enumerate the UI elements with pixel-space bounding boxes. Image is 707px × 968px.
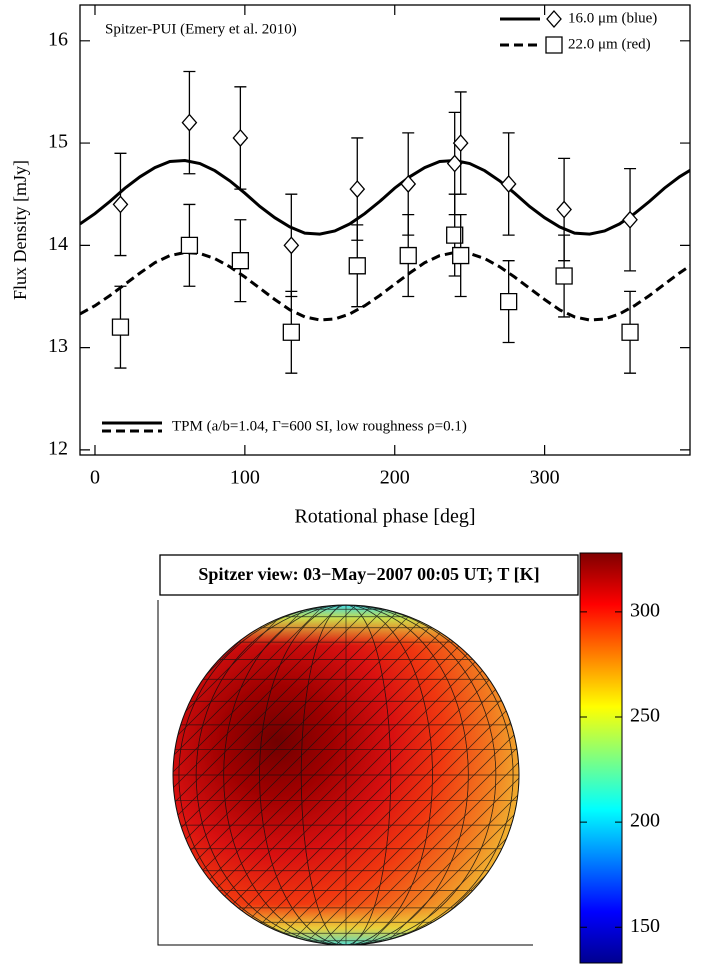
colorbar-tick-label: 150 xyxy=(630,915,660,937)
mesh-line xyxy=(289,605,519,945)
y-tick-label: 13 xyxy=(48,335,68,357)
mesh-line xyxy=(195,605,497,945)
y-axis-label: Flux Density [mJy] xyxy=(10,160,30,300)
data-point xyxy=(446,226,464,244)
data-point xyxy=(180,236,199,254)
data-point xyxy=(452,246,470,265)
model-legend-label: TPM (a/b=1.04, Γ=600 SI, low roughness ρ… xyxy=(172,418,467,434)
colorbar xyxy=(579,552,623,964)
mesh-line xyxy=(353,605,519,945)
mesh-line xyxy=(223,605,469,945)
data-point xyxy=(349,180,366,199)
mesh-line xyxy=(193,605,519,945)
mesh-line xyxy=(337,605,519,945)
data-point xyxy=(282,323,300,341)
legend-marker xyxy=(546,10,562,28)
data-point xyxy=(621,323,639,341)
mesh-line xyxy=(369,605,519,945)
y-tick-label: 16 xyxy=(48,28,68,50)
legend-label: 22.0 μm (red) xyxy=(568,36,651,52)
mesh-line xyxy=(173,605,467,945)
data-point xyxy=(500,174,517,193)
data-point xyxy=(446,154,463,173)
mesh-line xyxy=(178,605,514,945)
mesh-line xyxy=(173,605,419,945)
mesh-line xyxy=(0,575,162,968)
data-point xyxy=(452,134,469,153)
title-box xyxy=(159,554,579,596)
x-tick-label: 200 xyxy=(380,467,410,489)
data-point xyxy=(348,257,366,275)
colorbar-tick-label: 300 xyxy=(630,599,660,621)
plot-area xyxy=(80,70,690,374)
mesh-line xyxy=(173,605,483,945)
mesh-line xyxy=(173,605,403,945)
mesh-line xyxy=(257,605,519,945)
data-point xyxy=(112,195,129,214)
data-point xyxy=(232,128,249,147)
x-tick-label: 100 xyxy=(230,467,260,489)
plot-frame xyxy=(79,4,691,456)
data-point xyxy=(181,113,198,132)
legend-marker xyxy=(545,36,563,54)
data-point xyxy=(400,174,417,193)
data-point xyxy=(556,200,572,219)
mesh-line xyxy=(173,605,435,945)
x-tick-label: 0 xyxy=(90,467,100,489)
mesh-line xyxy=(209,605,519,945)
mesh-line xyxy=(173,605,323,945)
annotation: Spitzer-PUI (Emery et al. 2010) xyxy=(105,21,297,37)
data-point xyxy=(111,318,130,336)
mesh-line xyxy=(305,605,519,945)
model-curve xyxy=(80,158,690,236)
data-point xyxy=(555,267,573,285)
sphere-outline xyxy=(172,604,520,946)
axes-frame xyxy=(157,600,533,946)
mesh-line xyxy=(321,605,519,945)
chart-title: Spitzer view: 03−May−2007 00:05 UT; T [K… xyxy=(198,564,539,584)
mesh-line xyxy=(173,605,355,945)
mesh-line xyxy=(173,605,195,945)
mesh-line xyxy=(173,605,499,945)
y-tick-label: 14 xyxy=(48,233,68,255)
data-point xyxy=(231,252,250,270)
x-tick-label: 300 xyxy=(530,467,560,489)
mesh-line xyxy=(300,605,392,945)
data-point xyxy=(283,236,300,255)
mesh-line xyxy=(173,605,387,945)
data-point xyxy=(622,210,638,229)
model-curve xyxy=(80,250,690,322)
legend-label: 16.0 μm (blue) xyxy=(568,10,657,26)
x-axis-label: Rotational phase [deg] xyxy=(294,506,475,528)
mesh-line xyxy=(173,605,179,945)
mesh-line xyxy=(173,605,451,945)
data-point xyxy=(499,292,518,311)
mesh-line xyxy=(241,605,519,945)
mesh-line xyxy=(225,605,519,945)
mesh-line xyxy=(173,605,339,945)
mesh-line xyxy=(273,605,519,945)
y-tick-label: 15 xyxy=(48,131,68,153)
data-point xyxy=(399,246,417,265)
colorbar-tick-label: 250 xyxy=(630,705,660,727)
colorbar-tick-label: 200 xyxy=(630,810,660,832)
y-tick-label: 12 xyxy=(48,437,68,459)
mesh-line xyxy=(173,605,371,945)
mesh-line xyxy=(259,605,433,945)
